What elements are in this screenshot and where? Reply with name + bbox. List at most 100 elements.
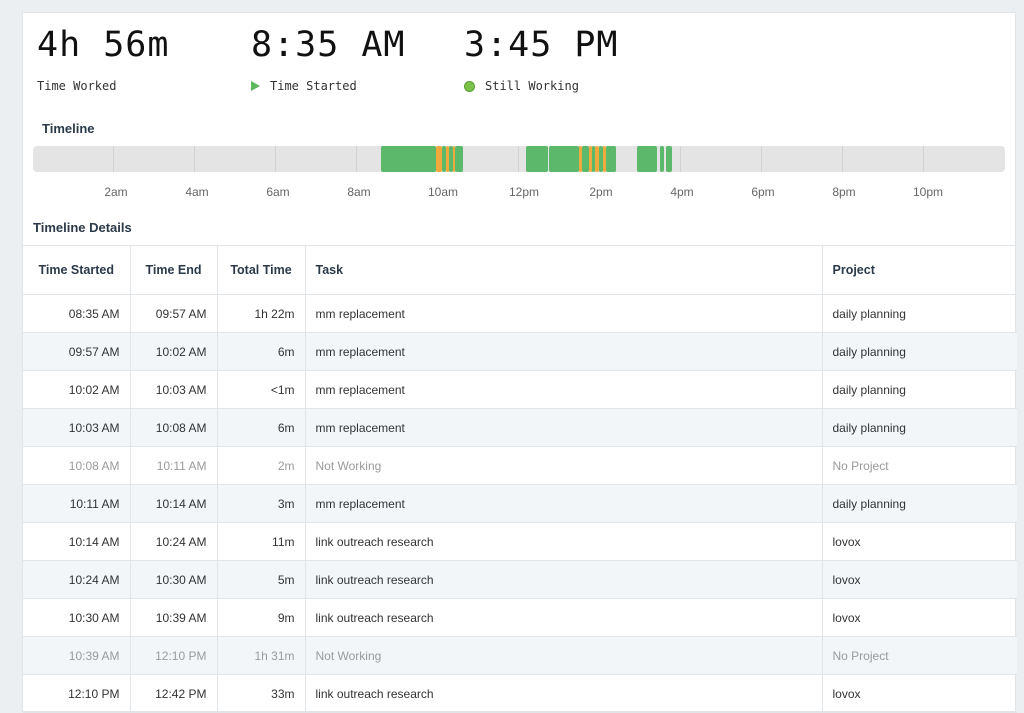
cell-time-end: 12:10 PM xyxy=(129,636,217,675)
column-header-project[interactable]: Project xyxy=(821,245,1017,295)
cell-total-time: 9m xyxy=(216,598,305,637)
column-header-time-started[interactable]: Time Started xyxy=(23,245,130,295)
cell-total-time: 2m xyxy=(216,446,305,485)
still-working-label-row: Still Working xyxy=(464,79,619,93)
cell-time-started: 10:30 AM xyxy=(23,598,130,637)
time-worked-label: Time Worked xyxy=(37,79,117,93)
timeline-segment-working[interactable] xyxy=(449,146,453,172)
cell-project: daily planning xyxy=(821,370,1017,409)
cell-project: lovox xyxy=(821,560,1017,599)
cell-time-end: 10:03 AM xyxy=(129,370,217,409)
timeline-bar[interactable] xyxy=(33,146,1005,172)
axis-label-8pm: 8pm xyxy=(832,185,856,199)
column-header-total-time[interactable]: Total Time xyxy=(216,245,305,295)
time-worked-label-row: Time Worked xyxy=(37,79,169,93)
timeline-details-table: Time Started Time End Total Time Task Pr… xyxy=(23,245,1017,713)
timeline-segment-switch[interactable] xyxy=(603,146,606,172)
timeline-details-title: Timeline Details xyxy=(33,220,132,235)
cell-task: mm replacement xyxy=(304,484,822,523)
column-header-time-end[interactable]: Time End xyxy=(129,245,217,295)
timeline-segment-working[interactable] xyxy=(637,146,657,172)
cell-project: lovox xyxy=(821,522,1017,561)
cell-time-started: 10:39 AM xyxy=(23,636,130,675)
cell-task: mm replacement xyxy=(304,332,822,371)
timeline-segment-switch[interactable] xyxy=(446,146,449,172)
timeline-tick xyxy=(761,146,762,172)
table-row[interactable]: 12:10 PM 12:42 PM 33m link outreach researc… xyxy=(23,674,1017,713)
timeline-segment-working[interactable] xyxy=(606,146,616,172)
cell-total-time: 6m xyxy=(216,408,305,447)
summary-stats: 4h 56m Time Worked 8:35 AM Time Started … xyxy=(37,25,737,105)
axis-label-10am: 10am xyxy=(427,185,459,199)
table-row[interactable]: 09:57 AM 10:02 AM 6m mm replacement daily pl… xyxy=(23,332,1017,371)
cell-task: Not Working xyxy=(304,636,822,675)
timeline-segment-working[interactable] xyxy=(666,146,672,172)
cell-time-started: 08:35 AM xyxy=(23,294,130,333)
axis-label-10pm: 10pm xyxy=(912,185,944,199)
table-row[interactable]: 10:39 AM 12:10 PM 1h 31m Not Working No Proj… xyxy=(23,636,1017,675)
timeline-segment-working[interactable] xyxy=(455,146,463,172)
table-row[interactable]: 10:03 AM 10:08 AM 6m mm replacement daily pl… xyxy=(23,408,1017,447)
timeline-segment-working[interactable] xyxy=(381,146,436,172)
timeline-tick xyxy=(680,146,681,172)
timeline-segment-switch[interactable] xyxy=(579,146,582,172)
cell-time-started: 12:10 PM xyxy=(23,674,130,713)
cell-time-started: 10:08 AM xyxy=(23,446,130,485)
table-row[interactable]: 08:35 AM 09:57 AM 1h 22m mm replacement dail… xyxy=(23,294,1017,333)
timeline-segment-working[interactable] xyxy=(442,146,446,172)
timeline-segment-working[interactable] xyxy=(549,146,579,172)
cell-time-end: 10:24 AM xyxy=(129,522,217,561)
table-row[interactable]: 10:02 AM 10:03 AM <1m mm replacement daily p… xyxy=(23,370,1017,409)
timeline-segment-working[interactable] xyxy=(599,146,603,172)
time-started-value: 8:35 AM xyxy=(251,25,406,65)
cell-total-time: 33m xyxy=(216,674,305,713)
timeline-tick xyxy=(275,146,276,172)
axis-label-4pm: 4pm xyxy=(670,185,694,199)
cell-total-time: <1m xyxy=(216,370,305,409)
cell-task: link outreach research xyxy=(304,560,822,599)
timeline-segment-working[interactable] xyxy=(660,146,664,172)
timeline-segment-switch[interactable] xyxy=(589,146,592,172)
cell-task: mm replacement xyxy=(304,408,822,447)
axis-label-4am: 4am xyxy=(185,185,209,199)
timeline-tick xyxy=(356,146,357,172)
timeline-segment-switch[interactable] xyxy=(436,146,442,172)
cell-total-time: 6m xyxy=(216,332,305,371)
cell-total-time: 3m xyxy=(216,484,305,523)
timeline-tick xyxy=(113,146,114,172)
cell-time-started: 10:14 AM xyxy=(23,522,130,561)
timeline-segment-working[interactable] xyxy=(592,146,595,172)
cell-time-end: 10:30 AM xyxy=(129,560,217,599)
timeline-segment-switch[interactable] xyxy=(595,146,599,172)
cell-task: Not Working xyxy=(304,446,822,485)
status-dot-icon xyxy=(464,80,475,92)
cell-project: daily planning xyxy=(821,484,1017,523)
axis-label-6am: 6am xyxy=(266,185,290,199)
cell-time-end: 10:11 AM xyxy=(129,446,217,485)
cell-task: mm replacement xyxy=(304,370,822,409)
time-started-label-row: Time Started xyxy=(251,79,406,93)
table-row[interactable]: 10:11 AM 10:14 AM 3m mm replacement daily pl… xyxy=(23,484,1017,523)
cell-time-started: 09:57 AM xyxy=(23,332,130,371)
timeline-segment-working[interactable] xyxy=(526,146,548,172)
cell-task: link outreach research xyxy=(304,598,822,637)
table-row[interactable]: 10:30 AM 10:39 AM 9m link outreach research… xyxy=(23,598,1017,637)
cell-project: daily planning xyxy=(821,332,1017,371)
axis-label-2am: 2am xyxy=(104,185,128,199)
timeline-tick xyxy=(194,146,195,172)
timeline-title: Timeline xyxy=(42,121,95,136)
cell-project: daily planning xyxy=(821,408,1017,447)
timeline-segment-switch[interactable] xyxy=(453,146,455,172)
table-row[interactable]: 10:14 AM 10:24 AM 11m link outreach researc… xyxy=(23,522,1017,561)
cell-time-started: 10:24 AM xyxy=(23,560,130,599)
table-body: 08:35 AM 09:57 AM 1h 22m mm replacement dail… xyxy=(23,294,1017,713)
timeline-segment-working[interactable] xyxy=(582,146,589,172)
cell-time-started: 10:03 AM xyxy=(23,408,130,447)
time-started-stat: 8:35 AM Time Started xyxy=(251,25,406,93)
table-row[interactable]: 10:08 AM 10:11 AM 2m Not Working No Project xyxy=(23,446,1017,485)
cell-total-time: 1h 22m xyxy=(216,294,305,333)
column-header-task[interactable]: Task xyxy=(304,245,822,295)
cell-time-started: 10:02 AM xyxy=(23,370,130,409)
timeline-tick xyxy=(923,146,924,172)
table-row[interactable]: 10:24 AM 10:30 AM 5m link outreach research… xyxy=(23,560,1017,599)
